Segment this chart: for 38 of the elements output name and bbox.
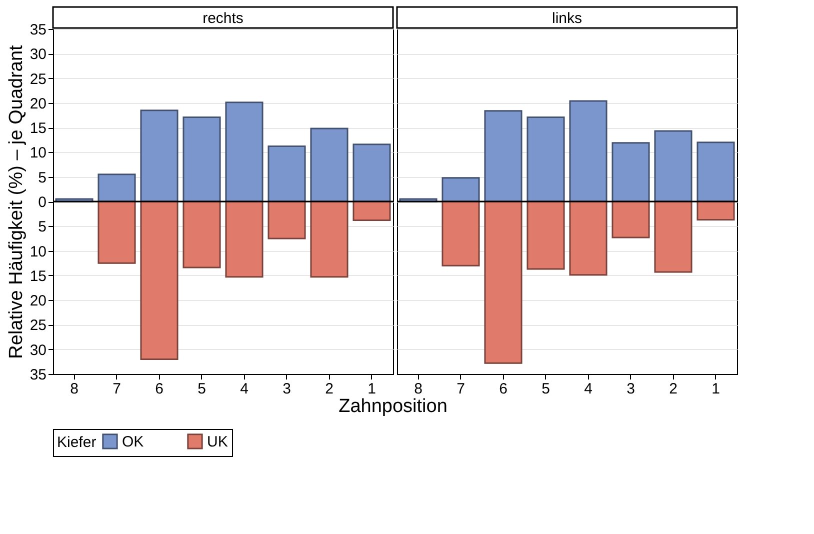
x-tick-label: 4: [584, 380, 592, 398]
x-tick-label: 2: [325, 380, 334, 398]
y-tick-label: 10: [30, 243, 46, 260]
y-tick-label: 20: [30, 95, 46, 112]
legend-title: Kiefer: [57, 434, 96, 451]
x-tick-label: 2: [669, 380, 678, 398]
x-tick-label: 7: [456, 380, 465, 398]
y-tick-label: 20: [30, 292, 46, 310]
x-tick-label: 7: [112, 380, 121, 398]
y-tick-label: 35: [30, 366, 46, 384]
legend-label: UK: [207, 433, 228, 450]
chart-title: links: [552, 10, 582, 27]
x-tick-label: 5: [198, 380, 206, 398]
x-axis-title: Zahnposition: [338, 396, 448, 417]
y-tick-label: 30: [30, 46, 46, 64]
x-tick-label: 6: [499, 380, 508, 398]
x-tick-label: 3: [626, 380, 635, 398]
y-tick-label: 35: [30, 22, 46, 38]
chart-title: rechts: [202, 10, 244, 27]
x-tick-label: 6: [155, 380, 164, 398]
y-tick-label: 30: [30, 342, 46, 359]
x-tick-label: 3: [282, 380, 291, 398]
y-tick-label: 0: [38, 194, 46, 211]
x-tick-label: 4: [240, 380, 248, 398]
y-tick-label: 10: [30, 144, 46, 162]
x-tick-label: 1: [712, 380, 720, 398]
y-tick-label: 15: [30, 268, 46, 285]
x-tick-label: 5: [542, 380, 550, 398]
y-tick-label: 5: [38, 169, 46, 186]
x-tick-label: 8: [70, 380, 78, 398]
legend-label: OK: [122, 433, 144, 450]
x-tick-label: 8: [414, 380, 422, 398]
y-tick-label: 25: [30, 70, 46, 88]
y-tick-label: 5: [38, 218, 46, 236]
x-tick-label: 1: [368, 380, 376, 398]
y-tick-label: 25: [30, 317, 46, 334]
y-tick-label: 15: [30, 120, 46, 138]
y-axis-title: Relative Häufigkeit (%) – je Quadrant: [6, 44, 27, 359]
